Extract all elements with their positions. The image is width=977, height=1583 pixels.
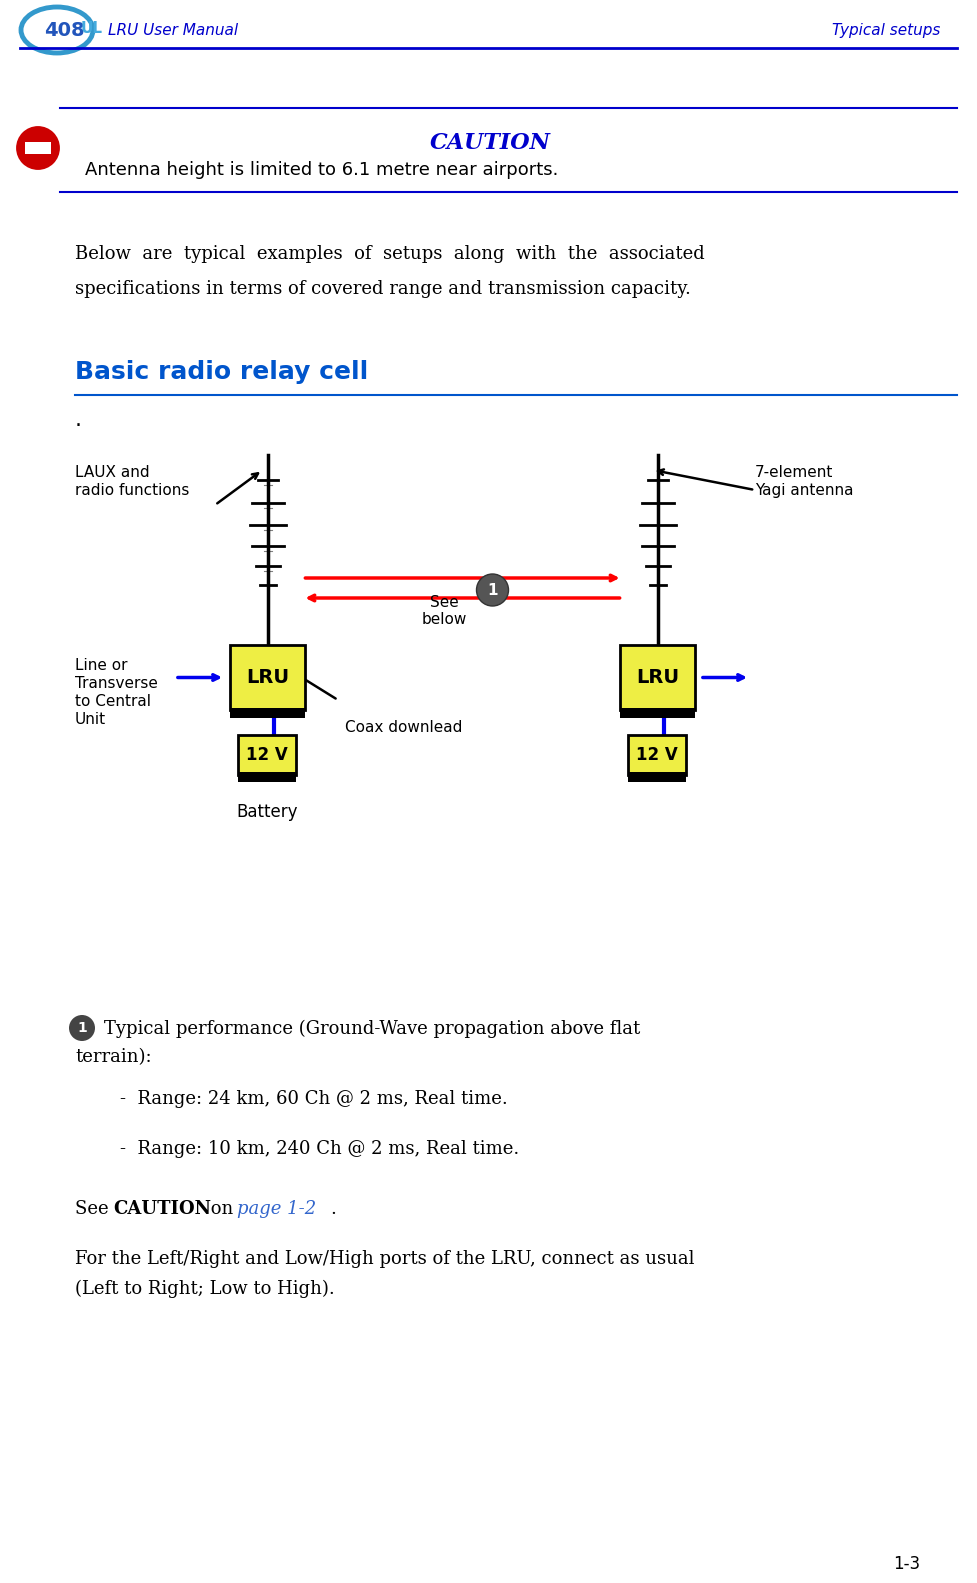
Text: Below  are  typical  examples  of  setups  along  with  the  associated: Below are typical examples of setups alo… xyxy=(75,245,704,263)
Text: Antenna height is limited to 6.1 metre near airports.: Antenna height is limited to 6.1 metre n… xyxy=(85,161,559,179)
Text: LRU: LRU xyxy=(246,668,289,687)
Text: .: . xyxy=(75,410,82,431)
Text: CAUTION: CAUTION xyxy=(430,131,550,154)
Text: -  Range: 10 km, 240 Ch @ 2 ms, Real time.: - Range: 10 km, 240 Ch @ 2 ms, Real time… xyxy=(120,1140,519,1159)
Bar xyxy=(620,644,695,711)
Text: (Left to Right; Low to High).: (Left to Right; Low to High). xyxy=(75,1281,335,1298)
Text: 1: 1 xyxy=(488,583,497,597)
Text: Typical setups: Typical setups xyxy=(831,22,940,38)
Text: Transverse: Transverse xyxy=(75,676,158,692)
Text: Yagi antenna: Yagi antenna xyxy=(755,483,854,499)
Bar xyxy=(628,773,686,782)
Text: .: . xyxy=(330,1200,336,1217)
Bar xyxy=(230,708,305,719)
Text: 7-element: 7-element xyxy=(755,465,833,480)
Text: LRU User Manual: LRU User Manual xyxy=(108,22,238,38)
Text: to Central: to Central xyxy=(75,693,151,709)
Text: LRU: LRU xyxy=(636,668,679,687)
Text: 12 V: 12 V xyxy=(246,746,288,765)
Text: See: See xyxy=(75,1200,114,1217)
Text: Unit: Unit xyxy=(75,712,106,727)
Text: UL: UL xyxy=(81,21,103,35)
Bar xyxy=(620,708,695,719)
Text: For the Left/Right and Low/High ports of the LRU, connect as usual: For the Left/Right and Low/High ports of… xyxy=(75,1251,695,1268)
Text: specifications in terms of covered range and transmission capacity.: specifications in terms of covered range… xyxy=(75,280,691,298)
Text: 1: 1 xyxy=(77,1021,87,1035)
Text: terrain):: terrain): xyxy=(75,1048,151,1065)
Circle shape xyxy=(69,1015,95,1042)
Bar xyxy=(25,142,51,154)
Text: below: below xyxy=(422,613,467,627)
Text: 408: 408 xyxy=(44,21,85,40)
Text: LAUX and: LAUX and xyxy=(75,465,149,480)
Bar xyxy=(238,773,296,782)
Bar xyxy=(238,735,296,776)
Text: Typical performance (Ground-Wave propagation above flat: Typical performance (Ground-Wave propaga… xyxy=(104,1019,640,1038)
Text: radio functions: radio functions xyxy=(75,483,190,499)
Text: Battery: Battery xyxy=(236,803,298,822)
Text: Line or: Line or xyxy=(75,659,128,673)
Circle shape xyxy=(14,123,62,173)
Bar xyxy=(230,644,305,711)
Circle shape xyxy=(477,575,508,606)
Bar xyxy=(628,735,686,776)
Text: on: on xyxy=(205,1200,239,1217)
Text: 12 V: 12 V xyxy=(636,746,678,765)
Text: CAUTION: CAUTION xyxy=(113,1200,211,1217)
Text: -  Range: 24 km, 60 Ch @ 2 ms, Real time.: - Range: 24 km, 60 Ch @ 2 ms, Real time. xyxy=(120,1091,508,1108)
Text: page 1-2: page 1-2 xyxy=(237,1200,317,1217)
Text: See: See xyxy=(430,595,459,609)
Text: Basic radio relay cell: Basic radio relay cell xyxy=(75,359,368,385)
Text: Coax downlead: Coax downlead xyxy=(345,720,462,735)
Text: 1-3: 1-3 xyxy=(893,1555,920,1574)
